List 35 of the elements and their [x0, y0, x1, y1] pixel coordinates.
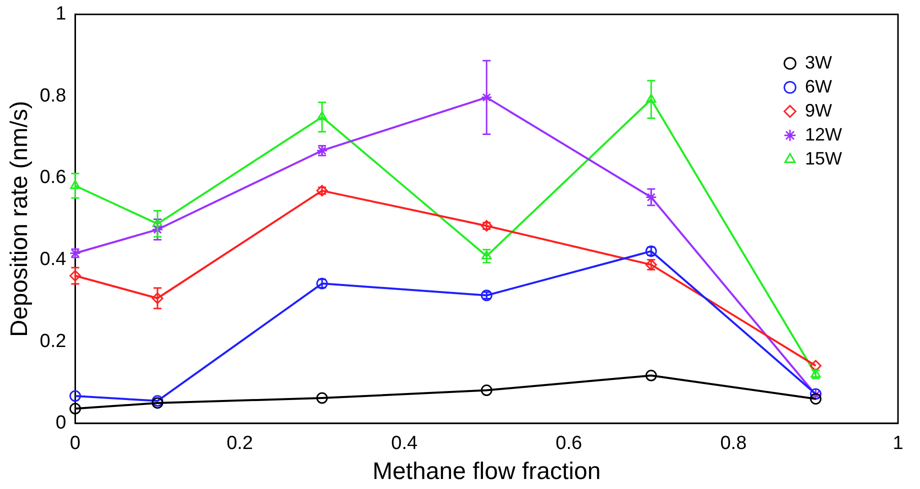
- point: [70, 180, 80, 190]
- x-tick-label: 1: [892, 433, 904, 454]
- legend-label: 15W: [805, 148, 842, 168]
- legend-label: 12W: [805, 124, 842, 144]
- point: [69, 270, 81, 282]
- point: [316, 392, 328, 404]
- point: [480, 384, 492, 396]
- point: [152, 292, 164, 304]
- y-axis-title: Deposition rate (nm/s): [6, 100, 34, 337]
- point: [810, 393, 822, 405]
- x-tick-label: 0.2: [226, 433, 253, 454]
- legend-label: 9W: [805, 100, 832, 120]
- y-tick-label: 0.2: [40, 330, 66, 352]
- point: [69, 402, 81, 414]
- x-tick-label: 0.4: [391, 433, 418, 454]
- point: [645, 191, 657, 203]
- y-tick-label: 0.4: [40, 249, 67, 270]
- legend-label: 6W: [805, 76, 832, 96]
- y-tick-label: 0.8: [40, 85, 66, 106]
- point: [152, 218, 163, 228]
- x-tick-label: 0: [70, 433, 80, 454]
- y-tick-label: 0: [56, 412, 66, 434]
- x-axis-title: Methane flow fraction: [372, 458, 601, 486]
- y-tick-label: 0.6: [40, 167, 66, 188]
- point: [646, 94, 656, 103]
- x-tick-label: 0.6: [556, 433, 582, 454]
- x-tick-label: 0.8: [720, 433, 747, 454]
- point: [645, 370, 657, 382]
- y-tick-label: 1: [56, 4, 66, 25]
- point: [316, 111, 328, 120]
- point: [152, 224, 164, 236]
- point: [480, 92, 492, 104]
- point: [69, 390, 81, 402]
- point: [482, 250, 492, 260]
- legend-label: 3W: [805, 52, 832, 72]
